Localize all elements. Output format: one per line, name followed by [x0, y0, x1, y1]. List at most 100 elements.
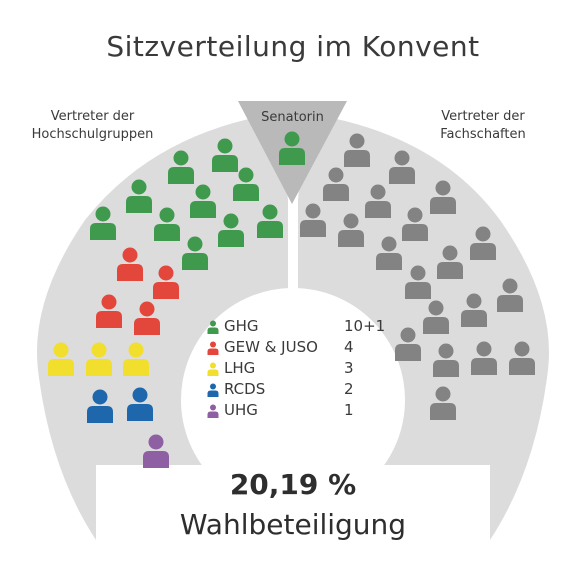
person-icon [300, 203, 326, 237]
person-head [349, 133, 365, 149]
person-head [148, 434, 164, 450]
person-body [423, 317, 449, 334]
person-head [428, 300, 444, 316]
person-body [134, 318, 160, 335]
person-head [514, 341, 530, 357]
person-head [475, 226, 491, 242]
right-group-label-line2: Fachschaften [440, 127, 526, 142]
person-body [87, 406, 113, 423]
person-body [153, 282, 179, 299]
legend-seats: 1 [344, 401, 354, 419]
person-icon [433, 343, 459, 377]
person-icon [376, 236, 402, 270]
person-icon [86, 342, 112, 376]
person-icon [497, 278, 523, 312]
person-icon [123, 342, 149, 376]
person-body [190, 201, 216, 218]
person-icon [154, 207, 180, 241]
legend-party: GEW & JUSO [224, 338, 318, 356]
person-icon [423, 300, 449, 334]
person-head [187, 236, 203, 252]
person-body [461, 310, 487, 327]
page-title: Sitzverteilung im Konvent [106, 30, 480, 63]
person-body [168, 167, 194, 184]
person-icon [471, 341, 497, 375]
person-head [284, 131, 300, 147]
person-head [132, 387, 148, 403]
legend-row: RCDS 2 [207, 380, 382, 401]
person-head [502, 278, 518, 294]
person-body [365, 201, 391, 218]
person-icon [168, 150, 194, 184]
person-body [90, 223, 116, 240]
person-head [238, 167, 254, 183]
person-head [159, 207, 175, 223]
left-group-label-line1: Vertreter der [50, 109, 135, 124]
person-icon [48, 342, 74, 376]
person-body [470, 243, 496, 260]
person-body [117, 264, 143, 281]
person-icon [470, 226, 496, 260]
left-group-label-line2: Hochschulgruppen [31, 127, 154, 142]
legend-party: UHG [224, 401, 258, 419]
person-icon [207, 341, 219, 355]
person-body [182, 253, 208, 270]
person-body [96, 311, 122, 328]
person-body [212, 155, 238, 172]
person-icon [405, 265, 431, 299]
right-group-label: Vertreter der Fachschaften [408, 108, 558, 144]
legend: GHG 10+1 GEW & JUSO 4 LHG 3 RCDS 2 UHG 1 [207, 317, 386, 422]
person-body [143, 451, 169, 468]
person-body [437, 262, 463, 279]
person-head [95, 206, 111, 222]
person-head [128, 342, 144, 358]
legend-seats: 4 [344, 338, 354, 356]
person-icon [182, 236, 208, 270]
person-head [438, 343, 454, 359]
person-icon [190, 184, 216, 218]
person-icon [207, 404, 219, 418]
person-head [466, 293, 482, 309]
person-icon [437, 245, 463, 279]
person-icon [509, 341, 535, 375]
person-head [410, 265, 426, 281]
legend-row: GHG 10+1 [207, 317, 386, 338]
person-icon [430, 386, 456, 420]
person-head [442, 245, 458, 261]
person-body [430, 197, 456, 214]
person-icon [87, 389, 113, 423]
person-icon [344, 133, 370, 167]
person-head [262, 204, 278, 220]
inner-circle [181, 288, 405, 512]
person-head [381, 236, 397, 252]
person-body [218, 230, 244, 247]
person-body [376, 253, 402, 270]
person-icon [207, 320, 219, 334]
turnout-value: 20,19 % [229, 468, 357, 501]
person-body [279, 148, 305, 165]
legend-seats: 10+1 [344, 317, 386, 335]
person-body [300, 220, 326, 237]
person-body [509, 358, 535, 375]
right-group-label-line1: Vertreter der [441, 109, 525, 124]
person-head [476, 341, 492, 357]
person-icon [389, 150, 415, 184]
person-head [158, 265, 174, 281]
legend-party: GHG [224, 317, 259, 335]
person-icon [127, 387, 153, 421]
legend-seats: 2 [344, 380, 354, 398]
person-head [173, 150, 189, 166]
person-icon [365, 184, 391, 218]
person-head [435, 180, 451, 196]
person-icon [395, 327, 421, 361]
seat-icons [48, 131, 535, 468]
person-head [139, 301, 155, 317]
person-icon [233, 167, 259, 201]
person-body [257, 221, 283, 238]
legend-row: LHG 3 [207, 359, 382, 380]
person-icon [96, 294, 122, 328]
person-icon [90, 206, 116, 240]
person-body [344, 150, 370, 167]
